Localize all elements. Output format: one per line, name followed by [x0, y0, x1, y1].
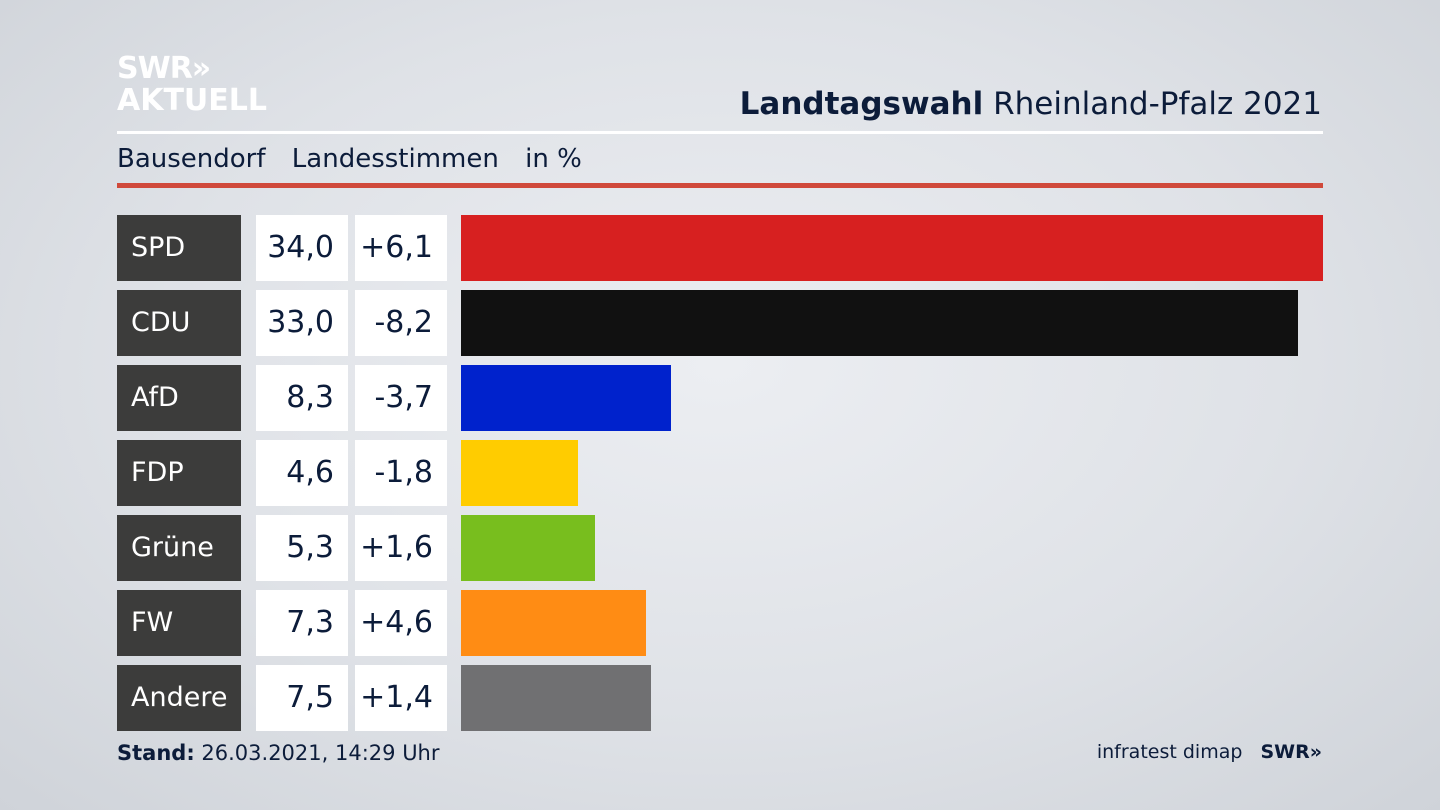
stand-label: Stand:: [117, 741, 195, 765]
party-label: AfD: [117, 365, 241, 431]
chart-row: Andere 7,5 +1,4: [0, 665, 1440, 731]
value-label: 8,3: [256, 365, 348, 431]
bar: [461, 590, 646, 656]
chart-row: CDU 33,0 -8,2: [0, 290, 1440, 356]
diff-label: +1,4: [355, 665, 447, 731]
subtitle-unit: in %: [525, 144, 582, 174]
subtitle-divider: [117, 183, 1323, 188]
bar: [461, 665, 651, 731]
swr-brand-logo: SWR»: [1260, 741, 1322, 763]
chart-row: FDP 4,6 -1,8: [0, 440, 1440, 506]
bar: [461, 515, 595, 581]
value-label: 5,3: [256, 515, 348, 581]
bar: [461, 365, 671, 431]
bar: [461, 215, 1323, 281]
diff-label: +1,6: [355, 515, 447, 581]
party-label: Andere: [117, 665, 241, 731]
chart-title: Landtagswahl Rheinland-Pfalz 2021: [740, 86, 1322, 122]
chart-row: AfD 8,3 -3,7: [0, 365, 1440, 431]
title-divider: [117, 131, 1323, 134]
swr-aktuell-logo: SWR» AKTUELL: [117, 54, 267, 116]
chart-row: Grüne 5,3 +1,6: [0, 515, 1440, 581]
value-label: 7,5: [256, 665, 348, 731]
value-label: 34,0: [256, 215, 348, 281]
diff-label: +6,1: [355, 215, 447, 281]
timestamp: Stand: 26.03.2021, 14:29 Uhr: [117, 741, 440, 765]
party-label: SPD: [117, 215, 241, 281]
value-label: 33,0: [256, 290, 348, 356]
party-label: FDP: [117, 440, 241, 506]
chart-row: FW 7,3 +4,6: [0, 590, 1440, 656]
value-label: 7,3: [256, 590, 348, 656]
party-label: Grüne: [117, 515, 241, 581]
value-label: 4,6: [256, 440, 348, 506]
source-credit: infratest dimap SWR»: [1097, 741, 1322, 763]
diff-label: +4,6: [355, 590, 447, 656]
stand-value: 26.03.2021, 14:29 Uhr: [201, 741, 440, 765]
diff-label: -1,8: [355, 440, 447, 506]
diff-label: -8,2: [355, 290, 447, 356]
party-label: CDU: [117, 290, 241, 356]
bar: [461, 440, 578, 506]
title-bold: Landtagswahl: [739, 86, 984, 122]
source-name: infratest dimap: [1096, 741, 1243, 763]
chart-subtitle: Bausendorf Landesstimmen in %: [117, 144, 600, 174]
party-label: FW: [117, 590, 241, 656]
bar: [461, 290, 1298, 356]
subtitle-place: Bausendorf: [117, 144, 266, 174]
logo-swr-text: SWR»: [117, 51, 211, 86]
chart-row: SPD 34,0 +6,1: [0, 215, 1440, 281]
title-rest: Rheinland-Pfalz 2021: [993, 86, 1322, 122]
diff-label: -3,7: [355, 365, 447, 431]
subtitle-type: Landesstimmen: [291, 144, 499, 174]
logo-aktuell-text: AKTUELL: [117, 83, 268, 118]
